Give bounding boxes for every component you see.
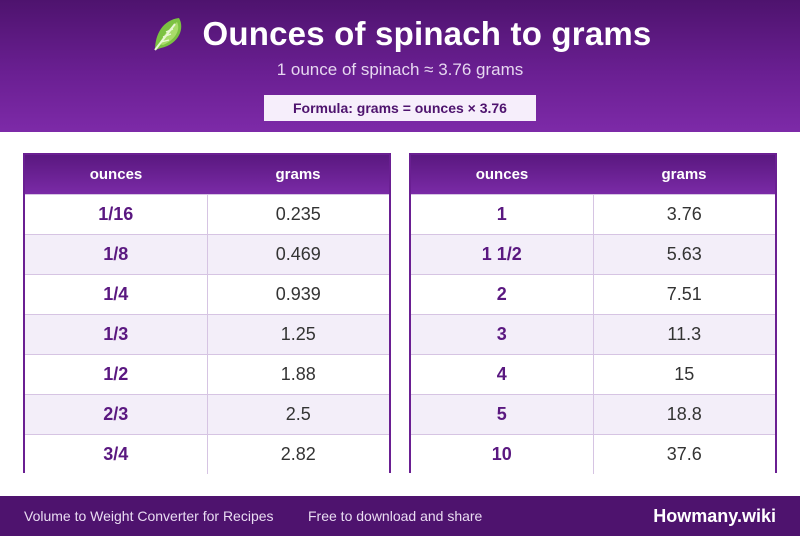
grams-cell: 2.82 (280, 444, 316, 464)
table-header: ounces grams (25, 155, 389, 194)
subtitle: 1 ounce of spinach ≈ 3.76 grams (276, 60, 524, 79)
table-row: 4 15 (411, 354, 775, 394)
ounces-cell: 1 1/2 (411, 235, 594, 274)
header-banner: Ounces of spinach to grams 1 ounce of sp… (0, 0, 800, 132)
ounces-cell: 5 (411, 395, 594, 434)
table-row: 1 3.76 (411, 194, 775, 234)
ounces-cell: 1 (411, 195, 594, 234)
column-header-ounces: ounces (89, 166, 143, 183)
grams-cell: 0.939 (275, 284, 321, 304)
table-row: 1/8 0.469 (25, 234, 389, 274)
ounces-cell: 1/2 (25, 355, 208, 394)
table-row: 1/4 0.939 (25, 274, 389, 314)
table-row: 3 11.3 (411, 314, 775, 354)
table-row: 3/4 2.82 (25, 434, 389, 474)
ounces-cell: 1/16 (25, 195, 208, 234)
grams-cell: 18.8 (666, 404, 702, 424)
ounces-cell: 1/4 (25, 275, 208, 314)
footer-brand-link[interactable]: Howmany.wiki (653, 505, 776, 526)
table-row: 2/3 2.5 (25, 394, 389, 434)
grams-cell: 0.469 (275, 244, 321, 264)
ounces-cell: 2 (411, 275, 594, 314)
footer-tagline: Free to download and share (308, 508, 483, 524)
grams-cell: 37.6 (666, 444, 702, 464)
page-title: Ounces of spinach to grams (202, 15, 652, 52)
ounces-cell: 3 (411, 315, 594, 354)
grams-cell: 5.63 (666, 244, 702, 264)
ounces-cell: 1/8 (25, 235, 208, 274)
footer-converter-link[interactable]: Volume to Weight Converter for Recipes (24, 508, 274, 524)
grams-cell: 0.235 (275, 204, 321, 224)
grams-cell: 11.3 (667, 324, 702, 344)
table-row: 5 18.8 (411, 394, 775, 434)
table-header: ounces grams (411, 155, 775, 194)
grams-cell: 3.76 (666, 204, 702, 224)
ounces-cell: 10 (411, 435, 594, 474)
column-header-ounces: ounces (475, 166, 529, 183)
grams-cell: 1.25 (280, 324, 316, 344)
ounces-cell: 3/4 (25, 435, 208, 474)
grams-cell: 7.51 (666, 284, 702, 304)
grams-cell: 2.5 (285, 404, 311, 424)
table-row: 1/3 1.25 (25, 314, 389, 354)
table-body: 1 3.76 1 1/2 5.63 2 7.51 3 11.3 4 15 5 1… (411, 194, 775, 474)
footer-bar: Volume to Weight Converter for Recipes F… (0, 496, 800, 536)
table-row: 1/16 0.235 (25, 194, 389, 234)
column-header-grams: grams (275, 166, 321, 183)
table-row: 1 1/2 5.63 (411, 234, 775, 274)
grams-cell: 1.88 (280, 364, 316, 384)
conversion-table-left: ounces grams 1/16 0.235 1/8 0.469 1/4 0.… (23, 153, 391, 474)
ounces-cell: 4 (411, 355, 594, 394)
table-row: 1/2 1.88 (25, 354, 389, 394)
conversion-table-right: ounces grams 1 3.76 1 1/2 5.63 2 7.51 3 … (409, 153, 777, 474)
grams-cell: 15 (674, 364, 695, 384)
table-row: 10 37.6 (411, 434, 775, 474)
spinach-leaf-icon (149, 14, 189, 54)
ounces-cell: 1/3 (25, 315, 208, 354)
formula-box: Formula: grams = ounces × 3.76 (264, 95, 536, 121)
table-row: 2 7.51 (411, 274, 775, 314)
table-body: 1/16 0.235 1/8 0.469 1/4 0.939 1/3 1.25 … (25, 194, 389, 474)
column-header-grams: grams (661, 166, 707, 183)
title-row: Ounces of spinach to grams (0, 12, 800, 56)
ounces-cell: 2/3 (25, 395, 208, 434)
